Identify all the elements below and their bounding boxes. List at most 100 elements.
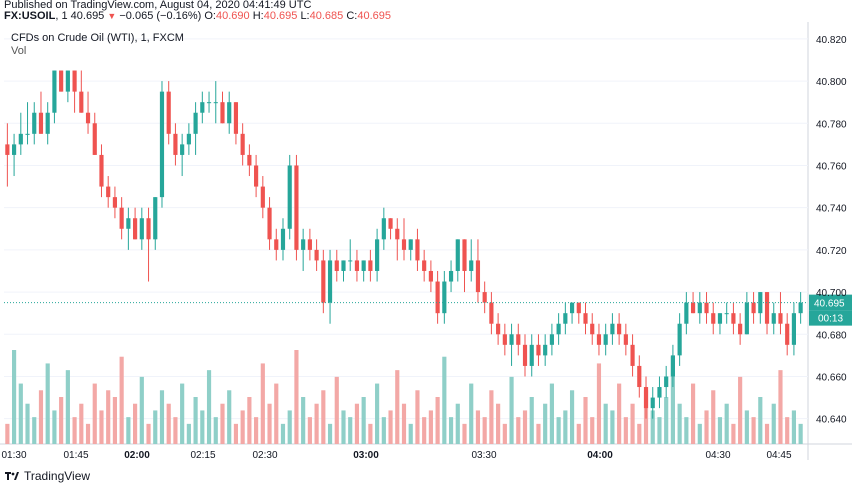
candle-body [583,313,588,324]
candle-body [267,207,272,240]
candle-body [72,70,77,92]
candle-body [173,133,178,155]
candle-body [522,344,528,366]
countdown-label: 00:13 [818,314,843,325]
candle-body [448,270,454,282]
volume-bar [569,390,575,444]
candle-body [260,186,265,208]
candle-body [617,323,622,335]
volume-bar [415,390,420,444]
candle-body [220,102,225,124]
volume-bar [596,363,602,444]
candle-body [422,260,427,271]
candle-body [469,260,474,271]
candle-body [496,323,501,335]
volume-bar [408,423,413,444]
close-value: 40.695 [357,10,391,22]
volume-bar [327,423,333,444]
candle-body [119,207,124,229]
y-tick-label: 40.740 [816,204,847,215]
volume-bar [301,397,306,444]
volume-bar [489,390,494,444]
volume-bar [590,417,595,444]
candle-body [569,302,575,314]
volume-bar [348,417,353,444]
candle-body [731,313,736,324]
volume-bar [395,370,400,444]
candle-body [590,323,595,335]
tradingview-brand[interactable]: TradingView [4,469,90,483]
candle-body [301,239,306,250]
candle-body [45,112,50,134]
volume-bar [455,403,460,444]
published-note: Published on TradingView.com, August 04,… [4,0,312,11]
candle-body [677,323,682,356]
volume-bar [778,370,783,444]
volume-bar [617,383,622,444]
last-price: 40.695 [70,10,105,22]
candle-body [361,260,366,271]
candle-body [186,133,191,145]
low-value: 40.685 [309,10,344,22]
volume-bar [146,423,151,444]
candle-body [509,334,514,345]
candle-body [596,334,602,345]
volume-bar [791,410,796,444]
symbol: FX:USOIL [4,10,56,22]
volume-bar [25,403,30,444]
volume-bar [112,397,118,444]
down-arrow-icon: ▼ [107,11,117,21]
price-axis[interactable]: 40.820 40.800 40.780 40.760 40.740 40.720 40.7… [816,35,847,426]
series-legend[interactable]: CFDs on Crude Oil (WTI), 1, FXCM [11,32,184,44]
volume-bar [166,403,171,444]
volume-bar [428,410,433,444]
volume-bar [690,383,696,444]
volume-legend[interactable]: Vol [11,45,27,57]
candle-body [294,165,299,250]
candle-body [180,144,185,155]
x-tick-label: 01:30 [1,450,26,461]
y-tick-label: 40.680 [816,330,847,341]
x-tick-label: 04:30 [705,450,730,461]
volume-bar [59,397,64,444]
candle-body [92,123,97,155]
y-tick-label: 40.640 [816,415,847,426]
x-tick-label: 04:00 [587,450,613,461]
x-tick-label: 03:00 [353,450,379,461]
candle-body [227,102,232,124]
candle-body [751,302,756,314]
volume-bar [509,376,514,444]
candle-body [79,91,84,113]
candle-body [664,376,669,388]
candle-body [744,302,749,335]
volume-bar [5,423,10,444]
volume-bar [610,410,615,444]
candle-body [778,313,783,324]
candle-body [670,355,675,377]
volume-bar [664,397,669,444]
time-axis[interactable]: 01:30 01:45 02:00 02:15 02:30 03:00 03:30 04:00… [1,450,791,461]
volume-bar [603,403,608,444]
candle-body [146,218,151,240]
candle-body [240,133,245,155]
volume-bar [233,423,239,444]
candle-body [543,344,548,356]
candle-body [193,112,198,134]
volume-bar [576,423,581,444]
candle-body [254,165,259,187]
candle-body [106,186,111,198]
volume-bar [516,417,521,444]
candle-body [354,260,360,271]
candle-body [623,334,628,345]
volume-bar [240,410,245,444]
volume-bar [623,417,628,444]
candle-body [321,260,326,303]
candle-body [724,313,729,315]
symbol-quote-line: FX:USOIL, 1 40.695 ▼ −0.065 (−0.16%) O:4… [4,10,391,22]
volume-bar [556,417,561,444]
volume-bar [307,417,312,444]
candle-body [314,249,319,261]
candle-body [435,281,440,314]
volume-bar [442,356,447,444]
